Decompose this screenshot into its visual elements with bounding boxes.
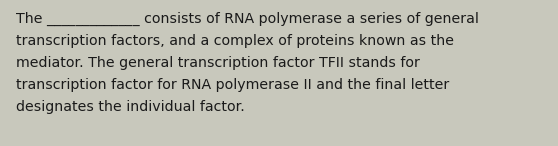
- Text: designates the individual factor.: designates the individual factor.: [16, 100, 245, 114]
- Text: transcription factor for RNA polymerase II and the final letter: transcription factor for RNA polymerase …: [16, 78, 449, 92]
- Text: The _____________ consists of RNA polymerase a series of general: The _____________ consists of RNA polyme…: [16, 12, 479, 26]
- Text: transcription factors, and a complex of proteins known as the: transcription factors, and a complex of …: [16, 34, 454, 48]
- Text: mediator. The general transcription factor TFII stands for: mediator. The general transcription fact…: [16, 56, 420, 70]
